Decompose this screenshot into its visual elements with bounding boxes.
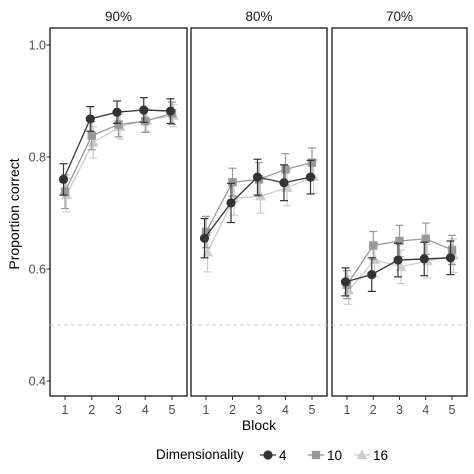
legend-label: 4 [279, 448, 287, 463]
legend: Dimensionality 4 10 16 [156, 447, 388, 463]
strip-label: 90% [105, 9, 132, 24]
strip-label: 70% [386, 9, 413, 24]
data-point [447, 245, 457, 255]
x-tick-label: 3 [256, 403, 263, 417]
x-tick-label: 2 [88, 403, 95, 417]
x-tick-label: 2 [370, 403, 377, 417]
x-tick-label: 5 [309, 403, 316, 417]
data-point [419, 254, 429, 264]
x-tick-label: 1 [203, 403, 210, 417]
x-tick-label: 1 [62, 403, 69, 417]
data-point [60, 187, 70, 196]
x-tick-label: 5 [169, 403, 176, 417]
data-point [395, 236, 404, 246]
data-point [199, 233, 210, 243]
x-tick-label: 1 [344, 403, 351, 417]
x-tick-label: 4 [282, 403, 289, 417]
legend-label: 16 [373, 448, 388, 463]
facet-panel: 70% 1 2 3 4 5 [331, 9, 468, 417]
legend-entry-16: 16 [354, 448, 388, 463]
x-tick-label: 3 [115, 403, 122, 417]
data-point [112, 107, 122, 117]
data-point [58, 174, 69, 184]
data-point [307, 158, 317, 167]
legend-key-marker [356, 449, 368, 459]
series-4 [340, 240, 456, 297]
legend-key-marker [311, 450, 321, 460]
data-point [421, 234, 430, 243]
data-point [228, 178, 237, 187]
y-tick-label: 1.0 [29, 39, 46, 53]
facet-panel: 80% 1 2 3 4 5 [190, 9, 328, 417]
panel-frame [331, 27, 468, 397]
data-point [87, 136, 99, 147]
x-tick-label: 3 [396, 403, 403, 417]
data-point [85, 114, 95, 124]
data-point [139, 105, 149, 115]
data-point [279, 178, 289, 188]
legend-key-marker [263, 450, 273, 460]
legend-title: Dimensionality [156, 447, 244, 462]
series-4 [199, 158, 316, 259]
x-tick-label: 2 [229, 403, 236, 417]
data-point [141, 116, 150, 126]
data-point [165, 106, 176, 116]
y-axis-title: Proportion correct [6, 158, 22, 269]
y-tick-label: 0.8 [29, 151, 46, 165]
x-axis-title: Block [242, 417, 277, 433]
y-axis: 0.4 0.6 0.8 1.0 [29, 39, 50, 389]
data-point [281, 165, 290, 174]
data-point [226, 198, 236, 208]
data-point [201, 227, 211, 237]
data-point [305, 172, 316, 182]
data-point [252, 172, 263, 182]
y-tick-label: 0.6 [29, 263, 46, 277]
data-point [87, 131, 96, 140]
y-tick-label: 0.4 [29, 375, 46, 389]
data-point [340, 277, 351, 287]
panel-frame [190, 27, 328, 397]
legend-entry-4: 4 [260, 448, 287, 463]
legend-entry-10: 10 [308, 448, 342, 463]
data-point [369, 241, 378, 250]
data-point [445, 253, 456, 263]
facet-panels: 90% 1 2 3 4 5 80% 1 2 3 4 5 70% 1 2 3 4 5 [49, 9, 468, 417]
panel-frame [49, 27, 188, 397]
strip-label: 80% [245, 9, 272, 24]
series-4 [58, 97, 176, 196]
x-tick-label: 4 [142, 403, 149, 417]
data-point [393, 255, 403, 265]
x-tick-label: 5 [449, 403, 456, 417]
legend-label: 10 [327, 448, 342, 463]
x-tick-label: 4 [422, 403, 429, 417]
facet-panel: 90% 1 2 3 4 5 [49, 9, 188, 417]
data-point [114, 120, 123, 129]
data-point [367, 270, 377, 280]
